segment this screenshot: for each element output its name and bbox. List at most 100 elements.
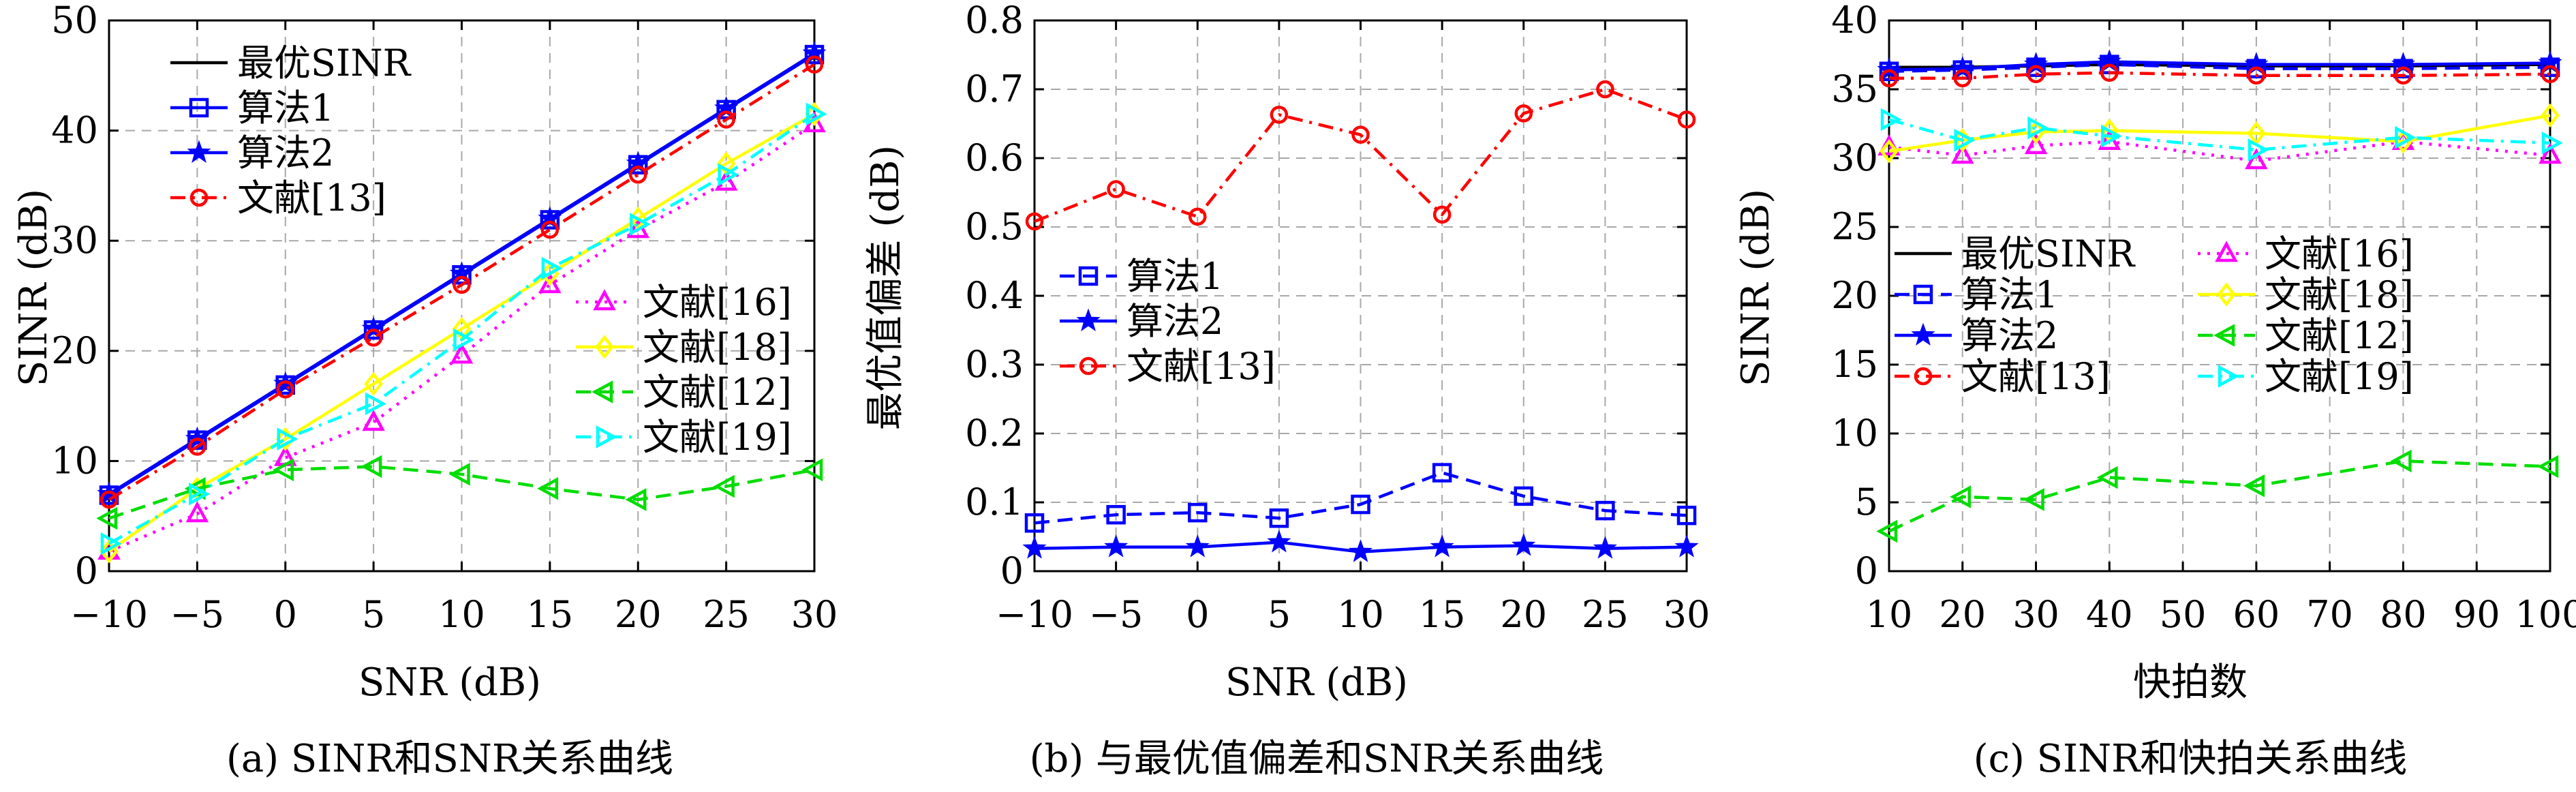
- panel-a-series-3: [99, 55, 824, 509]
- panel-a-legend-label: 算法2: [237, 132, 334, 174]
- panel-b-series-0-point: [1432, 463, 1452, 483]
- panel-c-x-tick-label: 90: [2453, 593, 2500, 636]
- panel-c-y-tick-label: 30: [1831, 136, 1878, 179]
- panel-b-y-tick-label: 0.1: [965, 481, 1024, 523]
- panel-a-series-3-point: [717, 110, 735, 129]
- panel-c-series-5: [1880, 103, 2560, 164]
- panel-a-series-6-point: [625, 488, 647, 511]
- panel-b-series-2-point: [1270, 106, 1289, 124]
- panel-c-x-axis-label: 快拍数: [2133, 660, 2248, 705]
- panel-a-series-7-point: [453, 328, 475, 352]
- panel-a-x-tick-label: −10: [70, 593, 148, 636]
- panel-a-x-tick-label: 5: [362, 593, 385, 636]
- panel-b-x-tick-label: −5: [1089, 593, 1144, 636]
- panel-c-series-2-point: [1877, 57, 1901, 80]
- panel-c-series-4-point: [1951, 142, 1974, 164]
- panel-c-y-tick-label: 15: [1831, 343, 1878, 386]
- panel-b-y-axis-label: 最优值偏差 (dB): [863, 145, 908, 431]
- panel-c-series-3-line: [1889, 71, 2551, 80]
- panel-a-series-7-point: [718, 163, 739, 187]
- panel-c-caption: (c) SINR和快拍关系曲线: [1974, 737, 2408, 781]
- panel-c-series-7-line: [1888, 118, 2551, 152]
- panel-a-series-7-point: [365, 392, 386, 416]
- panel-a-series-3-point: [188, 438, 206, 456]
- panel-c-series-3-point: [1953, 69, 1972, 88]
- panel-c-series-6-point: [2023, 488, 2044, 511]
- panel-c-series-5-line: [1888, 114, 2551, 153]
- panel-b-series-1-point: [1512, 533, 1536, 556]
- panel-c-series-2-point: [2024, 52, 2049, 75]
- panel-a-series-4-point: [362, 410, 385, 431]
- panel-b-legend-marker: [1078, 266, 1099, 286]
- panel-b-series-2-point: [1677, 110, 1696, 129]
- panel-a-series-7-point: [630, 213, 651, 236]
- panel-a-series-7-point: [541, 256, 563, 280]
- panel-c-series-7-point: [2101, 124, 2123, 148]
- panel-b-x-tick-label: 25: [1582, 593, 1629, 636]
- panel-a-series-5-line: [108, 112, 816, 553]
- panel-c-x-tick-label: 60: [2233, 593, 2280, 636]
- panel-c-series-4-point: [2024, 133, 2048, 155]
- panel-c-legend-marker: [1914, 367, 1933, 386]
- panel-a-x-tick-label: 30: [791, 593, 838, 636]
- panel-a-series-4-point: [538, 272, 562, 294]
- panel-b-legend-label: 文献[13]: [1126, 345, 1276, 388]
- panel-b-series-0-point: [1188, 502, 1208, 523]
- panel-c-series-3-point: [2541, 65, 2560, 84]
- panel-c-legend-marker: [2217, 282, 2236, 307]
- panel-b-legend-label: 算法1: [1126, 255, 1223, 298]
- panel-c-series-2: [1877, 49, 2562, 80]
- panel-c-series-6-point: [1876, 519, 1898, 543]
- panel-a-series-6-point: [361, 455, 382, 478]
- panel-a-legend-label: 算法1: [237, 87, 334, 130]
- panel-b-series-2-point: [1514, 104, 1533, 123]
- panel-c-x-tick-label: 20: [1939, 593, 1986, 636]
- panel-b-series-2-point: [1432, 205, 1452, 224]
- panel-c-series-6-point: [1950, 485, 1972, 508]
- panel-a-legend-marker: [189, 188, 209, 207]
- panel-b-series-0-point: [1351, 494, 1370, 515]
- panel-c-series-5-point: [2247, 121, 2266, 146]
- panel-c-legend-label: 文献[13]: [1961, 355, 2111, 398]
- panel-c-series-3: [1880, 63, 2560, 88]
- panel-b-series-0: [1024, 463, 1697, 533]
- panel-b-y-tick-label: 0.7: [965, 67, 1024, 110]
- panel-a-series-6-line: [108, 465, 815, 520]
- panel-b-legend-marker: [1076, 308, 1101, 331]
- panel-c-series-5-point: [1880, 139, 1899, 164]
- panel-c-legend-marker: [2218, 365, 2239, 388]
- panel-b-y-tick-label: 0.5: [965, 205, 1024, 248]
- panel-a-series-3-point: [364, 329, 383, 347]
- panel-a-y-tick-label: 0: [75, 549, 98, 592]
- panel-b-y-tick-label: 0: [1000, 549, 1024, 592]
- panel-a-series-7: [100, 102, 827, 555]
- panel-b-series-1-point: [1430, 534, 1454, 558]
- panel-c-x-tick-label: 100: [2515, 593, 2576, 636]
- panel-c-series-3-point: [2100, 63, 2119, 82]
- panel-b-series-0-point: [1676, 505, 1697, 526]
- panel-a-x-axis-label: SNR (dB): [358, 660, 541, 705]
- panel-a-x-tick-label: 20: [615, 593, 662, 636]
- panel-b-series-1-point: [1022, 536, 1047, 559]
- panel-c-series-4-point: [2539, 142, 2562, 164]
- panel-a-series-6: [96, 455, 823, 530]
- panel-b-series-2-line: [1034, 87, 1687, 223]
- panel-c-y-axis-label: SINR (dB): [1734, 189, 1778, 386]
- panel-c-series-2-point: [1950, 56, 1975, 79]
- panel-c-y-tick-label: 40: [1831, 0, 1878, 42]
- panel-b-y-tick-label: 0.3: [965, 343, 1024, 386]
- panel-b-series-0-line: [1034, 471, 1687, 525]
- panel-a-legend-label: 文献[18]: [643, 326, 792, 369]
- panel-c-series-5-point: [2541, 103, 2560, 128]
- panel-a-series-3-line: [108, 63, 816, 501]
- panel-b-x-tick-label: 20: [1500, 593, 1547, 636]
- panel-a-series-7-point: [189, 483, 211, 506]
- panel-c-x-tick-label: 80: [2380, 593, 2427, 636]
- chart-panel-b: (b) 与最优值偏差和SNR关系曲线 SNR (dB) 最优值偏差 (dB) −…: [863, 0, 1710, 781]
- panel-c-x-tick-label: 30: [2012, 593, 2059, 636]
- panel-a-legend-marker: [595, 335, 614, 359]
- panel-b-series-2-point: [1596, 80, 1614, 99]
- panel-c-legend-label: 文献[12]: [2265, 314, 2414, 357]
- panel-a-y-tick-label: 50: [51, 0, 98, 42]
